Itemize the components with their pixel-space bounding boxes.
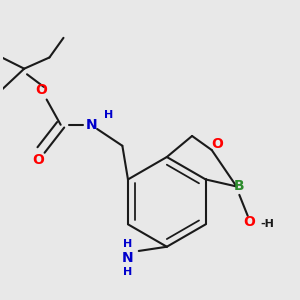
Text: O: O: [32, 153, 44, 167]
Text: O: O: [243, 214, 255, 229]
Text: N: N: [86, 118, 97, 132]
Text: H: H: [104, 110, 113, 120]
Text: O: O: [212, 137, 223, 152]
Text: -H: -H: [260, 219, 274, 229]
Text: H: H: [123, 239, 132, 249]
Text: N: N: [122, 251, 134, 265]
Text: H: H: [123, 267, 132, 277]
Text: B: B: [234, 179, 244, 194]
Text: O: O: [35, 83, 47, 97]
